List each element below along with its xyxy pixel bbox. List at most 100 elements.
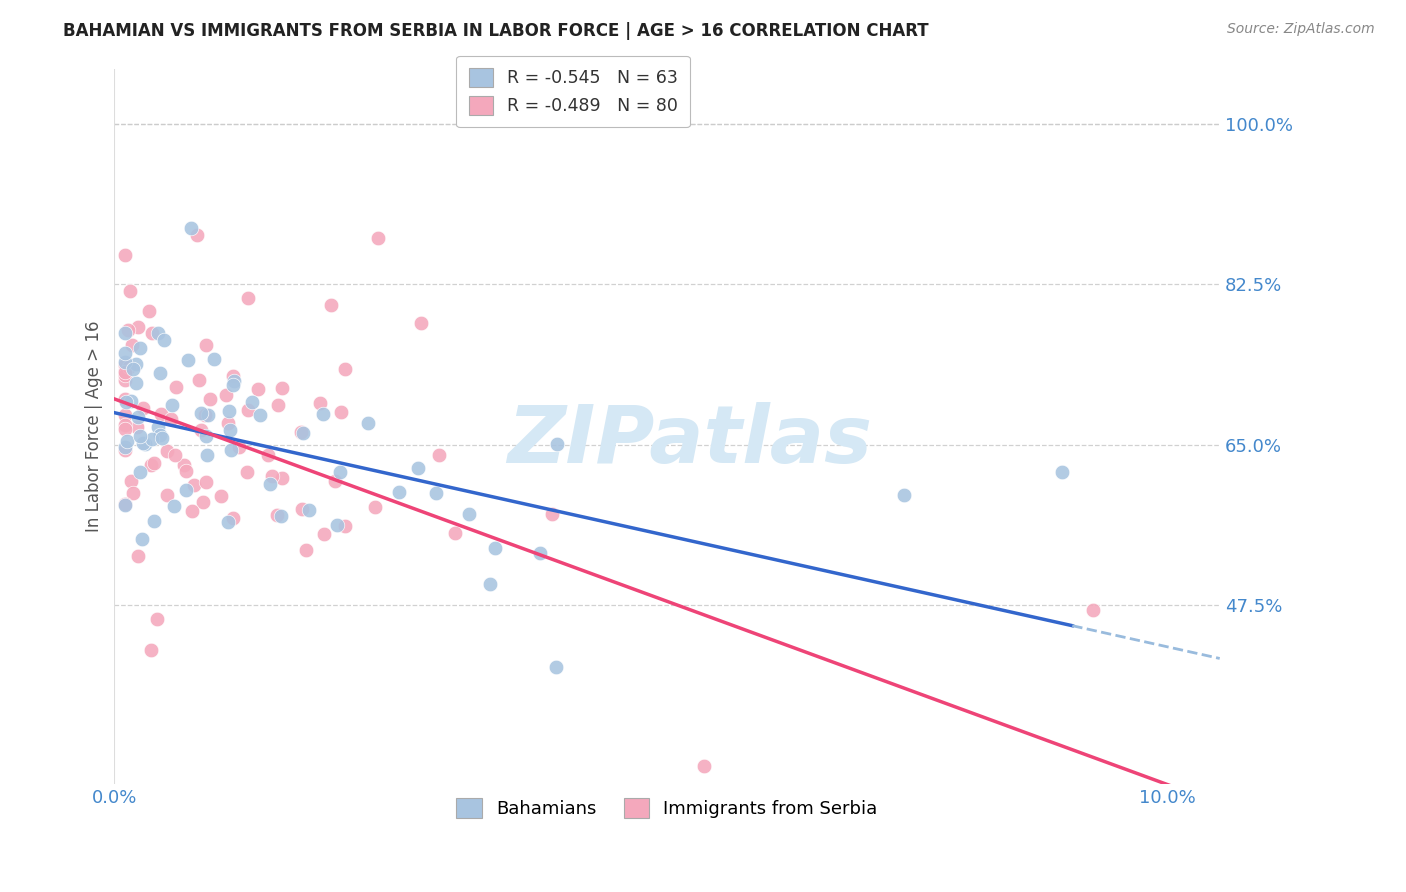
Point: [326, 518, 349, 533]
Text: ZIPatlas: ZIPatlas: [506, 401, 872, 480]
Point: [145, 612, 167, 626]
Point: [1050, 466, 1073, 480]
Point: [222, 374, 245, 388]
Point: [114, 326, 136, 340]
Point: [544, 660, 567, 674]
Point: [266, 508, 288, 522]
Point: [120, 393, 142, 408]
Point: [222, 510, 245, 524]
Legend: Bahamians, Immigrants from Serbia: Bahamians, Immigrants from Serbia: [450, 791, 884, 825]
Point: [217, 416, 239, 430]
Point: [134, 436, 156, 450]
Point: [187, 373, 209, 387]
Point: [131, 533, 153, 547]
Point: [141, 433, 163, 447]
Point: [425, 485, 447, 500]
Point: [114, 443, 136, 458]
Point: [149, 366, 172, 380]
Point: [146, 419, 169, 434]
Point: [330, 405, 353, 419]
Point: [309, 395, 332, 409]
Point: [165, 379, 187, 393]
Point: [323, 474, 346, 488]
Point: [149, 428, 172, 442]
Point: [141, 458, 163, 473]
Point: [249, 408, 271, 422]
Point: [138, 303, 160, 318]
Point: [262, 469, 284, 483]
Point: [183, 478, 205, 492]
Point: [173, 458, 195, 472]
Point: [114, 354, 136, 368]
Point: [190, 423, 212, 437]
Point: [114, 422, 136, 436]
Point: [270, 509, 292, 524]
Point: [219, 443, 242, 458]
Point: [114, 440, 136, 454]
Point: [1083, 603, 1105, 617]
Point: [176, 352, 198, 367]
Point: [357, 416, 380, 430]
Text: BAHAMIAN VS IMMIGRANTS FROM SERBIA IN LABOR FORCE | AGE > 16 CORRELATION CHART: BAHAMIAN VS IMMIGRANTS FROM SERBIA IN LA…: [63, 22, 929, 40]
Point: [484, 541, 506, 555]
Point: [221, 377, 243, 392]
Point: [319, 298, 342, 312]
Point: [129, 429, 152, 443]
Point: [367, 231, 389, 245]
Point: [217, 515, 239, 529]
Point: [127, 319, 149, 334]
Point: [214, 388, 236, 402]
Point: [153, 333, 176, 347]
Point: [121, 338, 143, 352]
Point: [267, 398, 290, 412]
Point: [194, 429, 217, 443]
Point: [202, 351, 225, 366]
Point: [270, 381, 292, 395]
Point: [117, 323, 139, 337]
Point: [479, 576, 502, 591]
Point: [129, 465, 152, 479]
Point: [427, 448, 450, 462]
Point: [128, 341, 150, 355]
Point: [150, 407, 173, 421]
Point: [444, 526, 467, 541]
Point: [406, 461, 429, 475]
Point: [114, 373, 136, 387]
Point: [240, 395, 263, 409]
Point: [222, 368, 245, 383]
Point: [150, 431, 173, 445]
Point: [186, 227, 208, 242]
Point: [333, 519, 356, 533]
Point: [228, 440, 250, 454]
Point: [132, 401, 155, 416]
Point: [142, 456, 165, 470]
Point: [209, 489, 232, 503]
Point: [197, 409, 219, 423]
Point: [114, 247, 136, 261]
Point: [114, 364, 136, 378]
Point: [236, 465, 259, 479]
Point: [115, 395, 138, 409]
Point: [693, 759, 716, 773]
Point: [114, 392, 136, 406]
Point: [121, 486, 143, 500]
Point: [118, 284, 141, 298]
Point: [160, 398, 183, 412]
Point: [409, 316, 432, 330]
Point: [200, 392, 222, 406]
Point: [139, 643, 162, 657]
Point: [194, 409, 217, 423]
Y-axis label: In Labor Force | Age > 16: In Labor Force | Age > 16: [86, 321, 103, 533]
Point: [329, 466, 352, 480]
Point: [174, 464, 197, 478]
Point: [141, 326, 163, 341]
Point: [163, 499, 186, 513]
Point: [118, 359, 141, 374]
Point: [259, 476, 281, 491]
Point: [114, 358, 136, 372]
Point: [194, 338, 217, 352]
Point: [236, 403, 259, 417]
Point: [333, 362, 356, 376]
Point: [155, 488, 177, 502]
Point: [236, 291, 259, 305]
